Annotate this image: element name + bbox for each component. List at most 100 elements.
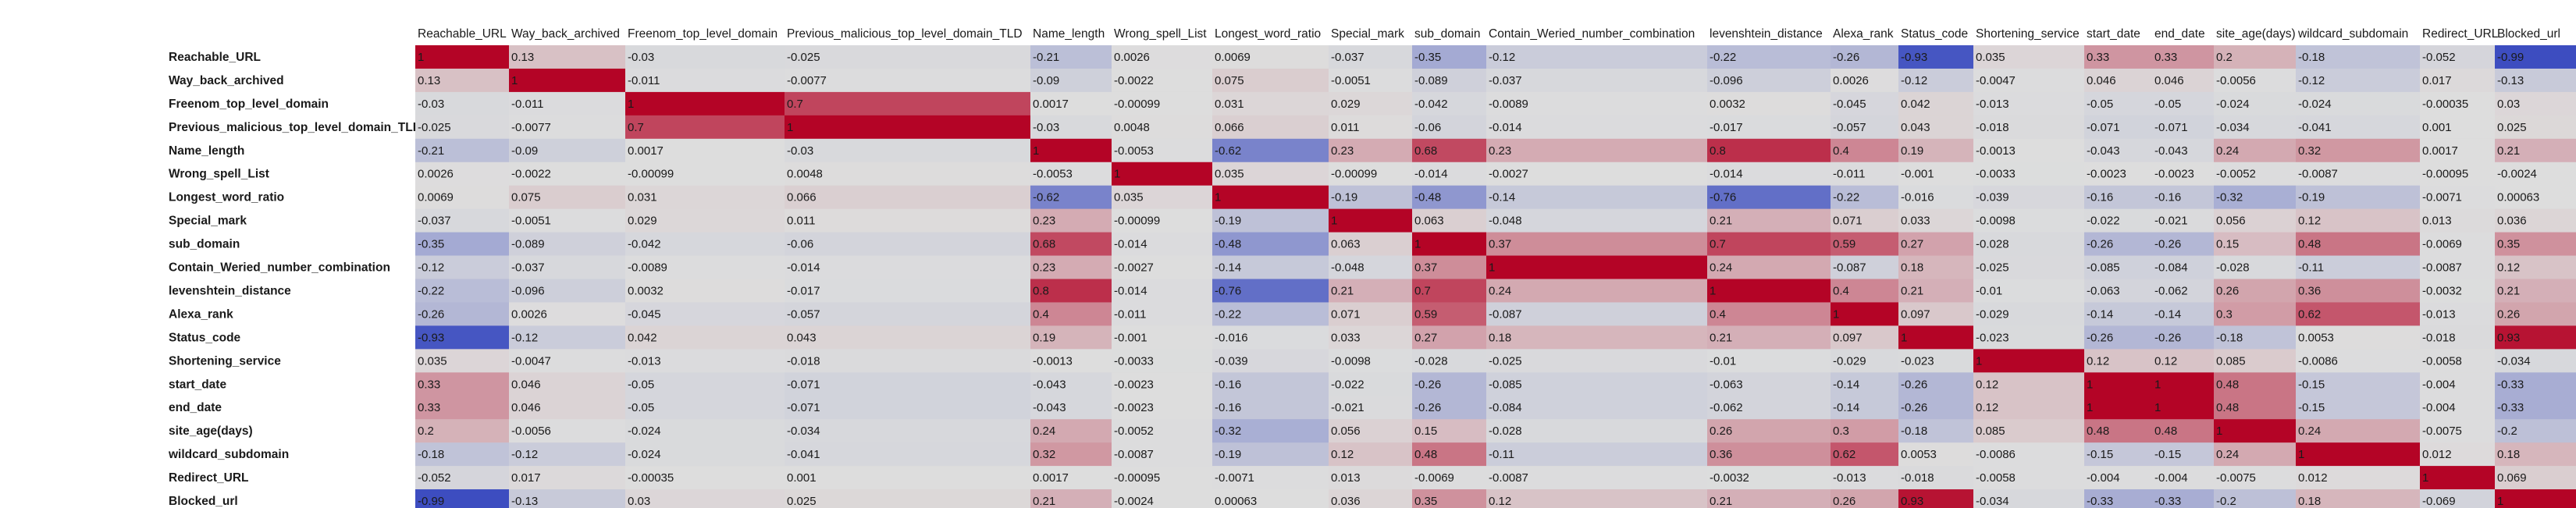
- cell-value-label: -0.14: [1215, 261, 1241, 275]
- cell-value-label: -0.0089: [1489, 98, 1528, 111]
- heatmap-cell: [2296, 208, 2420, 233]
- heatmap-cell: [2214, 138, 2296, 163]
- heatmap-cell: [785, 232, 1030, 257]
- row-label: Wrong_spell_List: [169, 168, 269, 181]
- heatmap-cell: [415, 45, 509, 69]
- cell-value-label: -0.15: [2154, 448, 2181, 461]
- heatmap-cell: [625, 185, 785, 210]
- heatmap-cell: [2214, 232, 2296, 257]
- heatmap-cell: [2495, 489, 2576, 508]
- cell-value-label: 0.071: [1833, 215, 1863, 228]
- cell-value-label: 0.0032: [1710, 98, 1745, 111]
- cell-value-label: -0.084: [1489, 401, 1522, 414]
- cell-value-label: -0.057: [787, 307, 820, 321]
- heatmap-cell: [1412, 68, 1486, 93]
- heatmap-cell: [1486, 302, 1707, 326]
- heatmap-cell: [2152, 208, 2214, 233]
- cell-value-label: -0.22: [1710, 51, 1736, 64]
- cell-value-label: 0.046: [511, 401, 541, 414]
- cell-value-label: -0.12: [1901, 74, 1927, 87]
- heatmap-cell: [1112, 325, 1212, 350]
- heatmap-cell: [1707, 489, 1831, 508]
- heatmap-cell: [1486, 489, 1707, 508]
- heatmap-cell: [1412, 45, 1486, 69]
- cell-value-label: -0.024: [628, 448, 661, 461]
- heatmap-cell: [2084, 442, 2152, 467]
- heatmap-cell: [2296, 232, 2420, 257]
- row-label: Name_length: [169, 144, 244, 158]
- cell-value-label: -0.16: [1215, 401, 1241, 414]
- heatmap-cell: [2152, 489, 2214, 508]
- heatmap-cell: [1412, 91, 1486, 116]
- heatmap-cell: [1212, 325, 1329, 350]
- heatmap-cell: [509, 91, 625, 116]
- cell-value-label: 0.03: [628, 495, 650, 508]
- cell-value-label: -0.048: [1331, 261, 1364, 275]
- cell-value-label: -0.00099: [1114, 98, 1160, 111]
- heatmap-cell: [2495, 255, 2576, 279]
- cell-value-label: -0.93: [1901, 51, 1927, 64]
- column-header: Way_back_archived: [511, 27, 620, 41]
- cell-value-label: -0.0032: [1710, 471, 1749, 485]
- cell-value-label: -0.071: [2154, 121, 2188, 134]
- heatmap-cell: [2495, 138, 2576, 163]
- cell-value-label: -0.13: [2497, 74, 2524, 87]
- heatmap-cell: [1831, 185, 1898, 210]
- cell-value-label: -0.19: [1215, 215, 1241, 228]
- cell-value-label: 0.7: [628, 121, 644, 134]
- heatmap-cell: [1212, 419, 1329, 443]
- cell-value-label: 0.12: [1331, 448, 1354, 461]
- cell-value-label: 0.24: [1033, 425, 1055, 438]
- row-label: site_age(days): [169, 425, 253, 438]
- row-label: Blocked_url: [169, 495, 238, 508]
- row-label: Freenom_top_level_domain: [169, 98, 329, 111]
- heatmap-cell: [1212, 162, 1329, 187]
- heatmap-cell: [1212, 302, 1329, 326]
- cell-value-label: 0.075: [511, 191, 541, 204]
- cell-value-label: 0.12: [2087, 354, 2109, 368]
- heatmap-cell: [1898, 419, 1973, 443]
- cell-value-label: 0.18: [1901, 261, 1923, 275]
- heatmap-cell: [2084, 489, 2152, 508]
- cell-value-label: 0.0026: [1114, 51, 1150, 64]
- cell-value-label: -0.089: [1414, 74, 1448, 87]
- heatmap-cell: [2152, 325, 2214, 350]
- heatmap-cell: [625, 91, 785, 116]
- cell-value-label: -0.00035: [628, 471, 674, 485]
- heatmap-cell: [2084, 466, 2152, 490]
- heatmap-cell: [1412, 208, 1486, 233]
- cell-value-label: 0.12: [1489, 495, 1511, 508]
- cell-value-label: -0.93: [418, 331, 444, 344]
- cell-value-label: -0.76: [1215, 284, 1241, 297]
- heatmap-cell: [2214, 466, 2296, 490]
- heatmap-cell: [2152, 302, 2214, 326]
- cell-value-label: -0.0077: [511, 121, 551, 134]
- heatmap-cell: [1212, 138, 1329, 163]
- cell-value-label: -0.26: [418, 307, 444, 321]
- heatmap-cell: [2084, 162, 2152, 187]
- heatmap-cell: [2152, 372, 2214, 396]
- heatmap-cell: [1973, 279, 2084, 303]
- row-label: Longest_word_ratio: [169, 191, 284, 204]
- heatmap-cell: [2084, 349, 2152, 373]
- cell-value-label: 0.2: [2216, 51, 2233, 64]
- heatmap-cell: [2495, 208, 2576, 233]
- cell-value-label: 0.19: [1901, 144, 1923, 158]
- cell-value-label: 0.012: [2298, 471, 2328, 485]
- heatmap-cell: [2296, 45, 2420, 69]
- cell-value-label: 0.36: [2298, 284, 2321, 297]
- heatmap-cell: [785, 396, 1030, 420]
- cell-value-label: -0.0058: [2422, 354, 2462, 368]
- cell-value-label: -0.33: [2087, 495, 2113, 508]
- heatmap-cell: [1898, 325, 1973, 350]
- heatmap-cell: [1112, 45, 1212, 69]
- heatmap-cell: [1329, 396, 1412, 420]
- heatmap-cell: [1486, 396, 1707, 420]
- cell-value-label: 0.15: [2216, 238, 2239, 251]
- heatmap-cell: [1831, 372, 1898, 396]
- heatmap-cell: [1030, 302, 1112, 326]
- cell-value-label: -0.043: [2154, 144, 2188, 158]
- heatmap-cell: [2420, 372, 2495, 396]
- heatmap-cell: [2495, 68, 2576, 93]
- heatmap-cell: [2495, 45, 2576, 69]
